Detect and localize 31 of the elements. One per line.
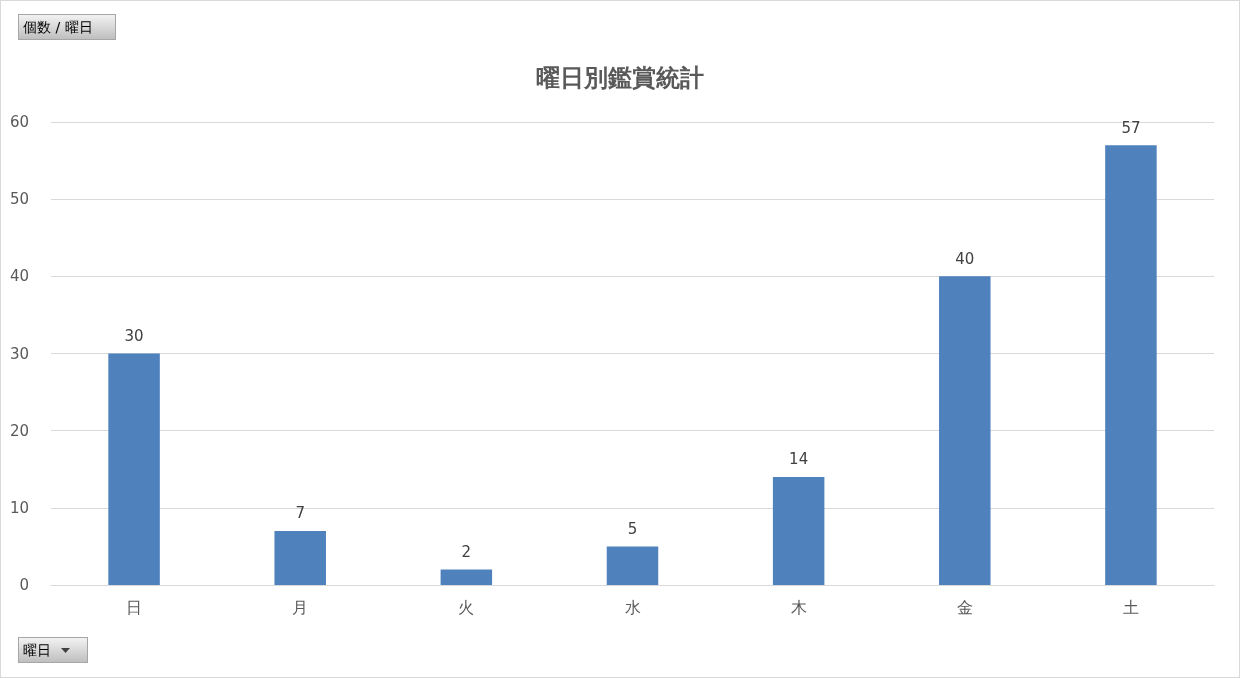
chart-title: 曜日別鑑賞統計 xyxy=(536,64,704,92)
bar xyxy=(606,546,659,585)
y-tick-label: 20 xyxy=(9,421,29,440)
data-label: 57 xyxy=(1121,118,1141,137)
x-tick-label: 日 xyxy=(126,597,143,617)
y-tick-label: 0 xyxy=(19,576,29,594)
x-tick-label: 木 xyxy=(790,597,807,617)
data-label: 40 xyxy=(955,249,975,268)
x-tick-label: 月 xyxy=(292,597,309,617)
y-tick-label: 30 xyxy=(9,344,29,363)
data-label: 2 xyxy=(461,543,472,562)
x-tick-label: 土 xyxy=(1122,597,1139,617)
data-label: 14 xyxy=(789,450,809,469)
x-tick-label: 水 xyxy=(624,597,641,617)
bar xyxy=(108,353,160,585)
bar xyxy=(1105,145,1157,585)
data-label: 7 xyxy=(295,504,305,523)
bar xyxy=(772,476,825,585)
data-label: 5 xyxy=(627,519,638,538)
text: 曜日 xyxy=(23,641,51,660)
y-tick-label: 40 xyxy=(9,267,29,286)
bar xyxy=(274,530,326,585)
x-tick-label: 金 xyxy=(956,597,973,617)
data-label: 30 xyxy=(124,327,144,345)
text: 個数 / 曜日 xyxy=(18,14,116,40)
bar xyxy=(440,569,493,585)
y-tick-label: 60 xyxy=(9,113,29,131)
x-tick-label: 火 xyxy=(458,597,475,617)
bar xyxy=(939,276,991,585)
y-tick-label: 10 xyxy=(9,498,29,517)
y-tick-label: 50 xyxy=(9,190,29,209)
